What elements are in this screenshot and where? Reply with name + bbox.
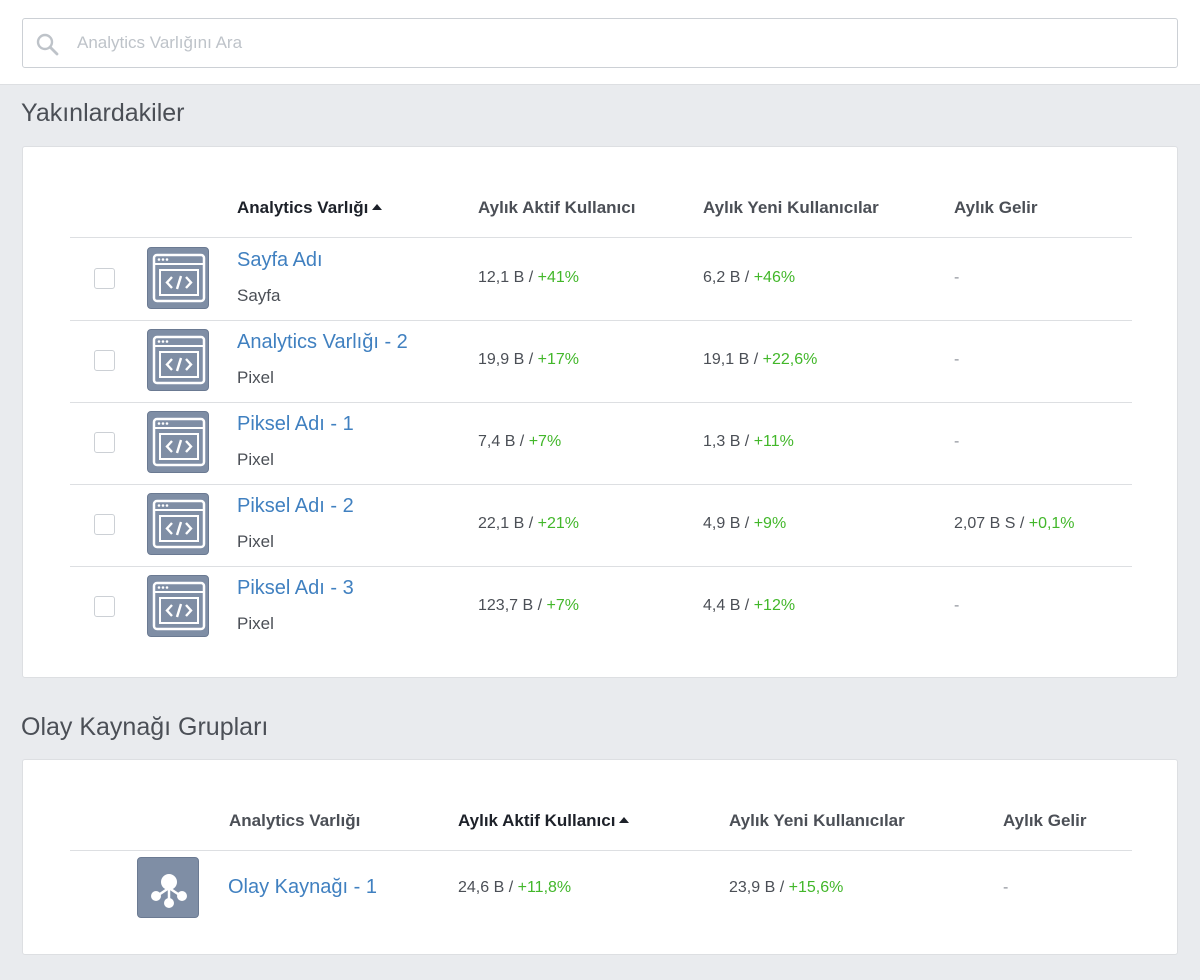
row-checkbox[interactable] <box>94 596 115 617</box>
header-asset-label: Analytics Varlığı <box>237 198 369 217</box>
revenue-amount: 2,07 B S <box>954 515 1016 532</box>
mau-change: +7% <box>546 597 579 614</box>
new-users-count: 4,9 B <box>703 515 741 532</box>
event-source-group-icon <box>137 857 199 918</box>
asset-name-link[interactable]: Piksel Adı - 2 <box>237 495 354 517</box>
header-divider <box>70 850 1132 851</box>
nearby-section-title: Yakınlardakiler <box>21 99 185 127</box>
asset-name-link[interactable]: Sayfa Adı <box>237 249 323 271</box>
mau-count: 12,1 B <box>478 269 525 286</box>
new-users-change: +22,6% <box>762 351 818 368</box>
search-input[interactable] <box>77 19 1167 67</box>
row-checkbox[interactable] <box>94 350 115 371</box>
asset-name-link[interactable]: Piksel Adı - 1 <box>237 413 354 435</box>
row-checkbox[interactable] <box>94 432 115 453</box>
code-window-icon <box>147 493 209 555</box>
asset-type: Pixel <box>237 368 274 387</box>
new-users-count: 23,9 B <box>729 879 776 896</box>
mau-value: 12,1 B / +41% <box>478 269 579 286</box>
row-checkbox[interactable] <box>94 514 115 535</box>
revenue-change: +0,1% <box>1028 515 1075 532</box>
mau-count: 19,9 B <box>478 351 525 368</box>
header-mau-label: Aylık Aktif Kullanıcı <box>458 811 616 830</box>
code-window-icon <box>147 575 209 637</box>
asset-name-link[interactable]: Piksel Adı - 3 <box>237 577 354 599</box>
new-users-change: +15,6% <box>788 879 844 896</box>
sort-ascending-icon <box>372 204 383 210</box>
revenue-value: - <box>954 597 960 614</box>
mau-change: +41% <box>537 269 579 286</box>
asset-type: Pixel <box>237 450 274 469</box>
asset-name-link[interactable]: Analytics Varlığı - 2 <box>237 331 408 353</box>
new-users-change: +12% <box>753 597 796 614</box>
new-users-value: 19,1 B / +22,6% <box>703 351 818 368</box>
table-row[interactable]: Olay Kaynağı - 1 24,6 B / +11,8% 23,9 B … <box>23 851 1179 927</box>
header-new-users[interactable]: Aylık Yeni Kullanıcılar <box>703 198 879 217</box>
sort-ascending-icon <box>619 817 630 823</box>
revenue-value: - <box>954 351 960 368</box>
header-asset[interactable]: Analytics Varlığı <box>229 811 361 830</box>
mau-value: 19,9 B / +17% <box>478 351 579 368</box>
asset-type: Pixel <box>237 614 274 633</box>
revenue-value: 2,07 B S / +0,1% <box>954 515 1075 532</box>
mau-value: 22,1 B / +21% <box>478 515 579 532</box>
asset-type: Pixel <box>237 532 274 551</box>
mau-count: 24,6 B <box>458 879 505 896</box>
code-window-icon <box>147 411 209 473</box>
new-users-value: 6,2 B / +46% <box>703 269 796 286</box>
search-box[interactable] <box>22 18 1178 68</box>
table-row[interactable]: Piksel Adı - 2 Pixel 22,1 B / +21% 4,9 B / … <box>23 484 1179 566</box>
new-users-count: 19,1 B <box>703 351 750 368</box>
mau-value: 7,4 B / +7% <box>478 433 562 450</box>
event-groups-section-title: Olay Kaynağı Grupları <box>21 713 269 741</box>
mau-count: 7,4 B <box>478 433 516 450</box>
revenue-value: - <box>954 433 960 450</box>
code-window-icon <box>147 329 209 391</box>
header-asset-sorted[interactable]: Analytics Varlığı <box>237 198 383 218</box>
revenue-value: - <box>954 269 960 286</box>
asset-name-link[interactable]: Olay Kaynağı - 1 <box>228 876 377 898</box>
revenue-value: - <box>1003 879 1009 896</box>
row-divider <box>70 484 1132 485</box>
new-users-value: 23,9 B / +15,6% <box>729 879 844 896</box>
code-window-icon <box>147 247 209 309</box>
mau-count: 123,7 B <box>478 597 534 614</box>
new-users-change: +46% <box>753 269 796 286</box>
mau-change: +21% <box>537 515 579 532</box>
event-groups-card: Analytics Varlığı Aylık Aktif Kullanıcı … <box>22 759 1178 955</box>
asset-type: Sayfa <box>237 286 281 305</box>
row-divider <box>70 320 1132 321</box>
new-users-value: 4,9 B / +9% <box>703 515 787 532</box>
mau-change: +7% <box>528 433 562 450</box>
table-row[interactable]: Piksel Adı - 3 Pixel 123,7 B / +7% 4,4 B / … <box>23 566 1179 648</box>
table-row[interactable]: Piksel Adı - 1 Pixel 7,4 B / +7% 1,3 B / +1… <box>23 402 1179 484</box>
header-divider <box>70 237 1132 238</box>
nearby-card: Analytics Varlığı Aylık Aktif Kullanıcı … <box>22 146 1178 678</box>
mau-value: 24,6 B / +11,8% <box>458 879 572 896</box>
table-row[interactable]: Analytics Varlığı - 2 Pixel 19,9 B / +17% 1… <box>23 320 1179 402</box>
mau-change: +17% <box>537 351 579 368</box>
row-checkbox[interactable] <box>94 268 115 289</box>
header-revenue[interactable]: Aylık Gelir <box>954 198 1038 217</box>
new-users-value: 4,4 B / +12% <box>703 597 796 614</box>
row-divider <box>70 566 1132 567</box>
mau-value: 123,7 B / +7% <box>478 597 579 614</box>
row-divider <box>70 402 1132 403</box>
new-users-count: 4,4 B <box>703 597 741 614</box>
header-revenue[interactable]: Aylık Gelir <box>1003 811 1087 830</box>
table-row[interactable]: Sayfa Adı Sayfa 12,1 B / +41% 6,2 B / +46% - <box>23 238 1179 320</box>
header-mau-sorted[interactable]: Aylık Aktif Kullanıcı <box>458 811 630 831</box>
mau-change: +11,8% <box>517 879 572 896</box>
new-users-change: +11% <box>753 433 794 450</box>
top-bar <box>0 0 1200 85</box>
mau-count: 22,1 B <box>478 515 525 532</box>
header-new-users[interactable]: Aylık Yeni Kullanıcılar <box>729 811 905 830</box>
search-icon <box>36 33 59 56</box>
new-users-change: +9% <box>753 515 787 532</box>
new-users-count: 1,3 B <box>703 433 741 450</box>
new-users-count: 6,2 B <box>703 269 741 286</box>
new-users-value: 1,3 B / +11% <box>703 433 794 450</box>
header-mau[interactable]: Aylık Aktif Kullanıcı <box>478 198 636 217</box>
